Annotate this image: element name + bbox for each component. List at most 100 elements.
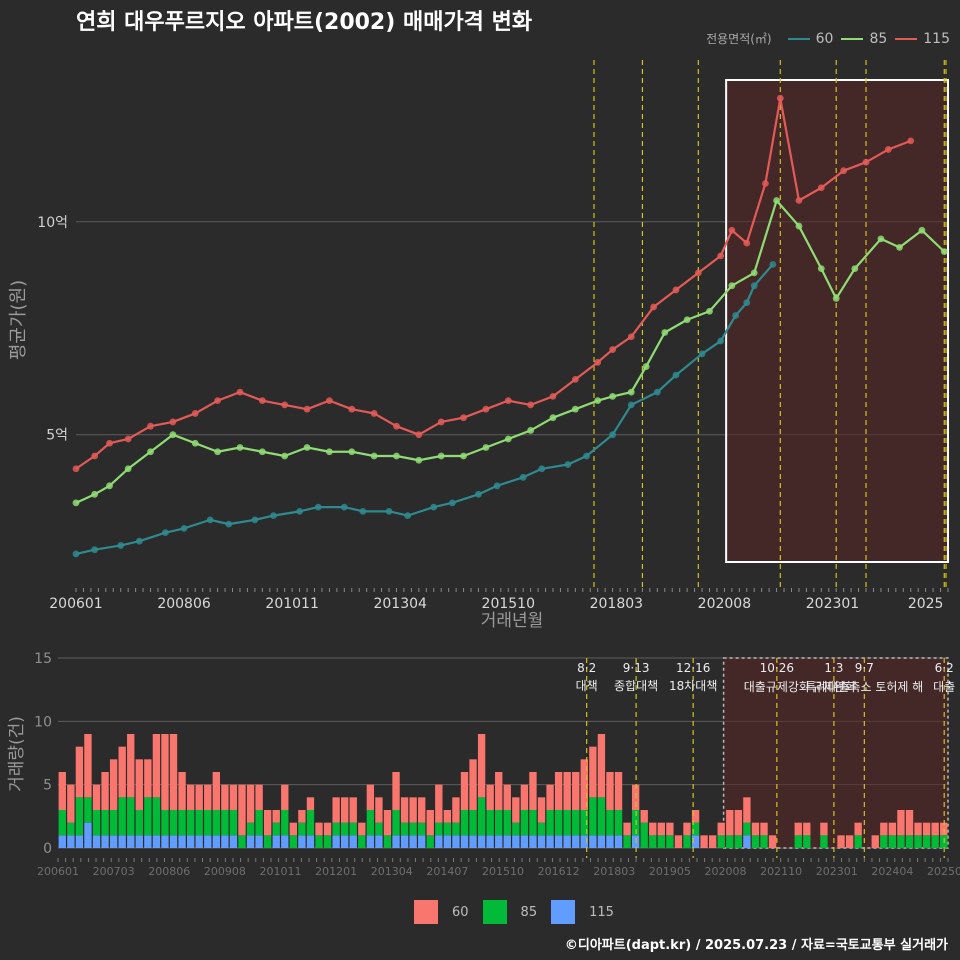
- data-point-60: [717, 337, 725, 345]
- y-tick-label: 0: [43, 841, 52, 857]
- bar-85: [452, 822, 460, 836]
- bar-60: [238, 784, 246, 836]
- series-line-85: [75, 199, 946, 504]
- bar-60: [666, 822, 674, 836]
- bar-85: [358, 835, 366, 848]
- bar-115: [375, 835, 383, 848]
- bar-115: [452, 835, 460, 848]
- data-point-115: [907, 137, 915, 145]
- bar-115: [435, 835, 443, 848]
- bar-60: [914, 822, 922, 836]
- x-tick-label: 202507: [927, 865, 960, 878]
- bar-85: [67, 822, 75, 836]
- bar-60: [135, 759, 143, 810]
- bar-115: [537, 835, 546, 848]
- data-point-115: [191, 410, 199, 417]
- bar-85: [794, 835, 802, 848]
- bar-115: [400, 835, 409, 848]
- bar-60: [597, 734, 606, 798]
- bar-60: [803, 822, 811, 836]
- bar-115: [229, 835, 238, 848]
- data-point-115: [348, 405, 356, 413]
- y-tick-label: 5: [43, 778, 52, 794]
- data-point-85: [683, 316, 691, 324]
- policy-name-label: 대책: [576, 678, 598, 693]
- legend-bottom-item-60: 60: [414, 900, 469, 924]
- data-point-85: [627, 388, 635, 396]
- bar-85: [152, 797, 161, 836]
- bar-60: [418, 797, 426, 823]
- data-point-85: [147, 448, 154, 456]
- data-point-115: [527, 401, 535, 409]
- x-tick-label: 202008: [705, 865, 747, 878]
- bar-115: [255, 835, 263, 848]
- bar-85: [426, 835, 434, 848]
- bar-115: [341, 835, 349, 848]
- data-point-115: [717, 252, 725, 260]
- bar-85: [666, 835, 674, 848]
- bar-85: [717, 835, 725, 848]
- data-point-115: [672, 286, 680, 294]
- bar-60: [443, 810, 452, 823]
- x-tick-label: 201803: [590, 596, 643, 612]
- bar-60: [263, 810, 272, 836]
- data-point-60: [225, 520, 233, 528]
- x-tick-label: 202404: [871, 865, 913, 878]
- x-tick-label: 201905: [649, 865, 691, 878]
- data-point-60: [475, 490, 482, 498]
- bar-60: [118, 746, 126, 798]
- bar-60: [563, 772, 571, 810]
- bar-60: [751, 822, 760, 836]
- bar-85: [195, 810, 203, 836]
- bar-115: [109, 835, 118, 848]
- bar-115: [332, 835, 340, 848]
- data-point-60: [340, 503, 348, 511]
- bar-85: [212, 810, 220, 836]
- data-point-115: [437, 418, 445, 426]
- data-point-85: [594, 397, 602, 405]
- bar-60: [169, 734, 178, 810]
- data-point-60: [609, 431, 617, 439]
- bar-60: [700, 835, 708, 848]
- data-point-85: [482, 444, 490, 451]
- bar-60: [204, 784, 212, 810]
- x-tick-label: 200806: [148, 865, 190, 878]
- legend-line-85-icon: [841, 37, 864, 40]
- policy-date-label: 1·3: [824, 661, 843, 675]
- bar-60: [161, 734, 169, 810]
- bar-60: [854, 822, 862, 836]
- bar-60: [272, 810, 280, 823]
- x-tick-label: 2025: [908, 596, 944, 612]
- bar-60: [580, 759, 588, 810]
- bar-85: [272, 822, 280, 836]
- data-point-85: [817, 265, 825, 273]
- data-point-115: [214, 397, 222, 405]
- data-point-85: [896, 243, 903, 251]
- bar-85: [238, 835, 246, 848]
- data-point-85: [940, 248, 948, 256]
- bar-115: [92, 835, 101, 848]
- bar-60: [486, 784, 494, 810]
- data-point-60: [430, 503, 438, 511]
- bar-85: [392, 810, 400, 836]
- bar-115: [529, 835, 537, 848]
- bar-115: [477, 835, 486, 848]
- bar-85: [298, 822, 306, 836]
- bar-60: [186, 784, 195, 810]
- bar-60: [683, 822, 691, 836]
- bar-85: [315, 835, 323, 848]
- bar-85: [520, 810, 529, 836]
- data-point-60: [72, 550, 80, 558]
- data-point-115: [258, 397, 266, 405]
- data-point-60: [564, 461, 572, 468]
- data-point-85: [851, 265, 859, 273]
- bar-85: [204, 810, 212, 836]
- bar-60: [820, 822, 828, 836]
- legend-bottom-label-85: 85: [520, 904, 538, 920]
- policy-date-label: 9·7: [855, 661, 874, 675]
- data-point-115: [884, 146, 892, 153]
- data-point-115: [91, 452, 99, 460]
- bar-60: [246, 784, 255, 823]
- bar-115: [221, 835, 229, 848]
- bar-85: [178, 810, 186, 836]
